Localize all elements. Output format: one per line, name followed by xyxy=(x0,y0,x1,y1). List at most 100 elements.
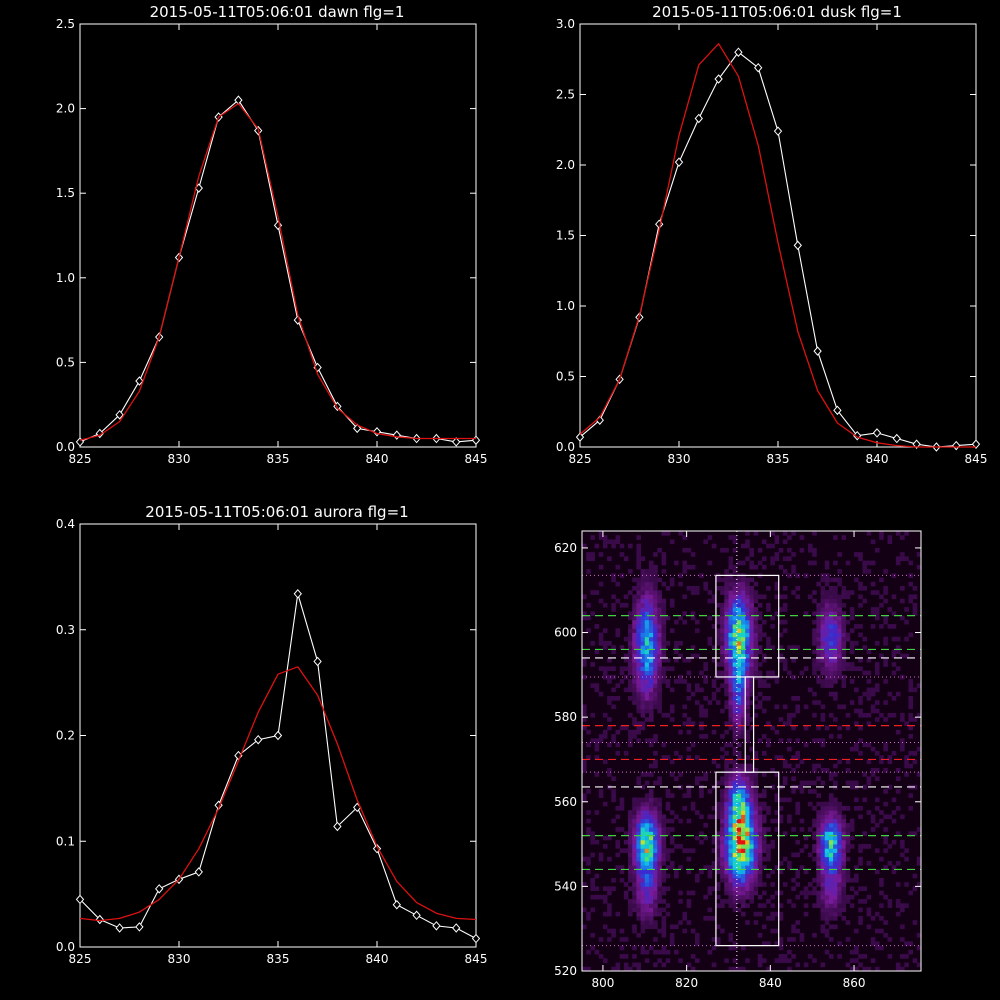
heatmap-cell xyxy=(908,763,914,769)
heatmap-cell xyxy=(653,818,658,824)
heatmap-cell xyxy=(753,814,759,820)
heatmap-cell xyxy=(611,966,616,972)
heatmap-cell xyxy=(833,827,838,832)
heatmap-cell xyxy=(644,801,650,807)
heatmap-cell xyxy=(644,772,650,777)
heatmap-cell xyxy=(741,793,746,798)
heatmap-cell xyxy=(816,645,821,650)
heatmap-cell xyxy=(653,704,658,710)
heatmap-cell xyxy=(640,611,646,617)
heatmap-cell xyxy=(661,653,667,659)
heatmap-cell xyxy=(854,721,859,727)
heatmap-cell xyxy=(874,700,880,705)
image-ytick-label: 520 xyxy=(554,964,577,978)
heatmap-cell xyxy=(602,958,608,963)
heatmap-cell xyxy=(820,636,826,642)
heatmap-cell xyxy=(766,586,771,591)
heatmap-cell xyxy=(849,844,855,849)
heatmap-cell xyxy=(803,780,809,786)
heatmap-cell xyxy=(720,848,725,853)
heatmap-cell xyxy=(653,844,658,849)
heatmap-cell xyxy=(791,696,796,701)
heatmap-cell xyxy=(900,903,905,908)
heatmap-cell xyxy=(674,869,679,875)
heatmap-cell xyxy=(791,674,796,680)
heatmap-cell xyxy=(682,848,688,853)
heatmap-cell xyxy=(828,839,834,845)
dusk-data-point xyxy=(912,439,921,449)
heatmap-cell xyxy=(636,653,641,659)
heatmap-cell xyxy=(594,624,600,629)
heatmap-cell xyxy=(724,704,729,710)
heatmap-cell xyxy=(828,814,834,820)
heatmap-cell xyxy=(849,949,855,955)
heatmap-cell xyxy=(636,547,641,553)
heatmap-cell xyxy=(732,844,738,849)
heatmap-cell xyxy=(653,670,658,676)
heatmap-cell xyxy=(778,814,784,820)
heatmap-cell xyxy=(703,712,708,718)
heatmap-cell xyxy=(690,848,696,853)
heatmap-cell xyxy=(824,615,830,621)
heatmap-cell xyxy=(833,590,838,595)
heatmap-cell xyxy=(661,628,667,633)
heatmap-cell xyxy=(820,670,826,676)
heatmap-cell xyxy=(816,725,821,731)
heatmap-cell xyxy=(745,543,750,549)
heatmap-cell xyxy=(812,632,817,638)
heatmap-cell xyxy=(632,645,637,650)
heatmap-cell xyxy=(657,683,662,688)
heatmap-cell xyxy=(715,814,721,820)
heatmap-cell xyxy=(908,949,914,955)
heatmap-cell xyxy=(602,911,608,917)
heatmap-cell xyxy=(736,624,742,629)
heatmap-cell xyxy=(661,818,667,824)
heatmap-cell xyxy=(753,911,759,917)
heatmap-cell xyxy=(841,916,847,921)
heatmap-cell xyxy=(715,670,721,676)
heatmap-cell xyxy=(774,958,780,963)
heatmap-cell xyxy=(820,844,826,849)
heatmap-cell xyxy=(849,628,855,633)
heatmap-cell xyxy=(741,818,746,824)
aurora-data-point xyxy=(273,730,283,741)
heatmap-cell xyxy=(720,734,725,739)
heatmap-cell xyxy=(653,873,658,879)
heatmap-cell xyxy=(862,772,867,777)
heatmap-cell xyxy=(741,586,746,591)
heatmap-cell xyxy=(632,687,637,693)
heatmap-cell xyxy=(682,712,688,718)
heatmap-cell xyxy=(741,653,746,659)
aurora-data-point xyxy=(75,894,85,905)
heatmap-cell xyxy=(586,556,591,562)
heatmap-cell xyxy=(619,679,625,684)
heatmap-cell xyxy=(757,628,763,633)
heatmap-cell xyxy=(849,958,855,963)
heatmap-cell xyxy=(636,899,641,904)
heatmap-cell xyxy=(824,894,830,900)
heatmap-cell xyxy=(657,687,662,693)
heatmap-cell xyxy=(669,848,675,853)
heatmap-cell xyxy=(849,780,855,786)
heatmap-cell xyxy=(602,602,608,608)
heatmap-cell xyxy=(695,590,700,595)
heatmap-cell xyxy=(854,949,859,955)
heatmap-cell xyxy=(590,556,595,562)
heatmap-cell xyxy=(686,564,692,570)
heatmap-cell xyxy=(774,679,780,684)
heatmap-cell xyxy=(636,624,641,629)
heatmap-cell xyxy=(770,784,775,790)
heatmap-cell xyxy=(711,691,717,697)
heatmap-cell xyxy=(657,844,662,849)
heatmap-cell xyxy=(602,835,608,841)
heatmap-cell xyxy=(636,911,641,917)
dawn-fit-line xyxy=(79,102,476,441)
heatmap-cell xyxy=(916,746,922,752)
heatmap-cell xyxy=(582,611,587,617)
heatmap-cell xyxy=(854,687,859,693)
heatmap-cell xyxy=(824,877,830,883)
heatmap-cell xyxy=(761,903,767,908)
heatmap-cell xyxy=(632,721,637,727)
heatmap-cell xyxy=(845,920,851,925)
heatmap-cell xyxy=(900,954,905,959)
